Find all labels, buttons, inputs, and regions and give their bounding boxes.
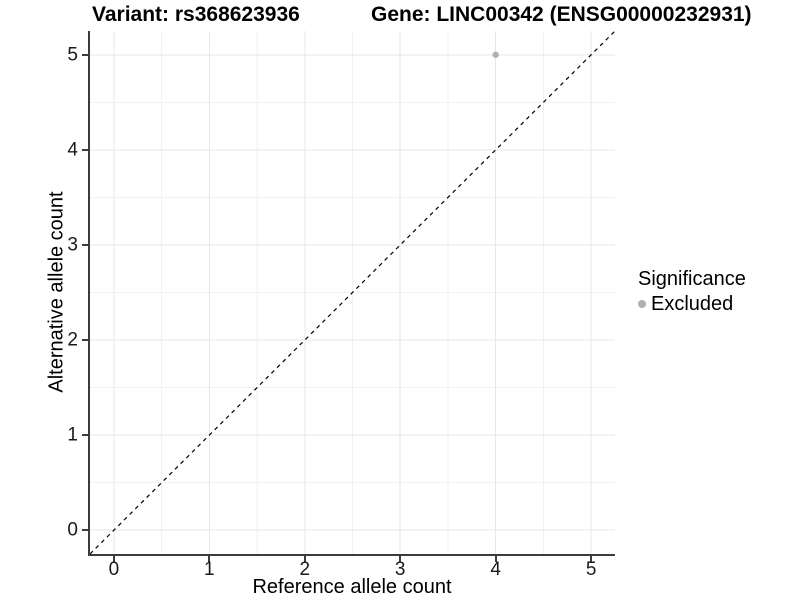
y-tick-label: 4 bbox=[67, 139, 78, 161]
identity-line bbox=[90, 31, 615, 554]
x-tick-mark bbox=[208, 556, 211, 562]
y-tick-label: 5 bbox=[67, 44, 78, 66]
legend-item-label: Excluded bbox=[651, 293, 734, 315]
x-tick-label: 2 bbox=[299, 559, 311, 580]
x-axis-title: Reference allele count bbox=[252, 576, 452, 598]
x-tick-label: 4 bbox=[490, 559, 501, 580]
y-tick-label: 2 bbox=[67, 329, 78, 351]
plot-area bbox=[90, 31, 615, 554]
y-tick-label: 1 bbox=[67, 424, 78, 446]
legend-items: Excluded bbox=[638, 293, 746, 315]
y-tick-mark bbox=[82, 339, 88, 342]
y-tick-mark bbox=[82, 148, 88, 151]
legend-title: Significance bbox=[638, 268, 746, 290]
x-tick-label: 3 bbox=[394, 559, 406, 580]
x-tick-mark bbox=[494, 556, 497, 562]
y-tick-mark bbox=[82, 434, 88, 437]
plot-panel bbox=[88, 31, 615, 556]
x-tick-label: 0 bbox=[108, 559, 120, 580]
x-tick-mark bbox=[399, 556, 402, 562]
x-tick-label: 1 bbox=[204, 559, 215, 580]
x-tick-mark bbox=[303, 556, 306, 562]
y-tick-mark bbox=[82, 53, 88, 56]
legend: Significance Excluded bbox=[638, 268, 746, 315]
y-axis-title: Alternative allele count bbox=[45, 191, 68, 393]
legend-item: Excluded bbox=[638, 293, 746, 315]
x-tick-mark bbox=[112, 556, 115, 562]
gene-title: Gene: LINC00342 (ENSG00000232931) bbox=[371, 3, 752, 26]
y-tick-label: 3 bbox=[67, 234, 78, 256]
data-point bbox=[492, 51, 499, 58]
x-tick-mark bbox=[590, 556, 593, 562]
y-tick-mark bbox=[82, 243, 88, 246]
x-tick-label: 5 bbox=[585, 559, 597, 580]
y-tick-label: 0 bbox=[67, 519, 78, 541]
y-tick-mark bbox=[82, 529, 88, 532]
variant-title: Variant: rs368623936 bbox=[92, 3, 300, 26]
legend-key-dot-icon bbox=[638, 300, 646, 308]
